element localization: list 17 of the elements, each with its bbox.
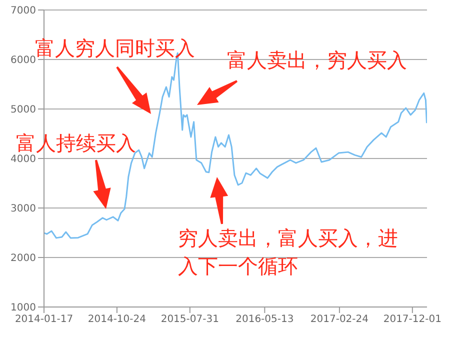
y-tick-label: 4000 xyxy=(10,154,36,166)
y-tick-label: 6000 xyxy=(10,55,36,66)
y-tick-label: 5000 xyxy=(10,104,36,116)
y-tick-label: 7000 xyxy=(10,6,36,17)
x-tick-label: 2016-05-13 xyxy=(236,314,294,326)
y-tick-label: 3000 xyxy=(10,204,36,215)
x-tick-label: 2014-01-17 xyxy=(14,314,74,326)
x-tick-label: 2015-07-31 xyxy=(160,314,219,326)
annotation: 富人卖出，穷人买入 xyxy=(227,47,407,74)
y-tick-label: 1000 xyxy=(10,302,36,314)
x-tick-label: 2017-12-01 xyxy=(383,314,442,326)
x-tick-label: 2017-02-24 xyxy=(310,314,369,326)
x-tick-label: 2014-10-24 xyxy=(88,314,146,326)
y-tick-label: 2000 xyxy=(10,253,36,264)
annotation: 富人持续买入 xyxy=(16,130,136,155)
annotation: 富人穷人同时买入 xyxy=(35,35,195,60)
annotation: 穷人卖出，富人买入，进入下一个循环 xyxy=(178,225,399,280)
